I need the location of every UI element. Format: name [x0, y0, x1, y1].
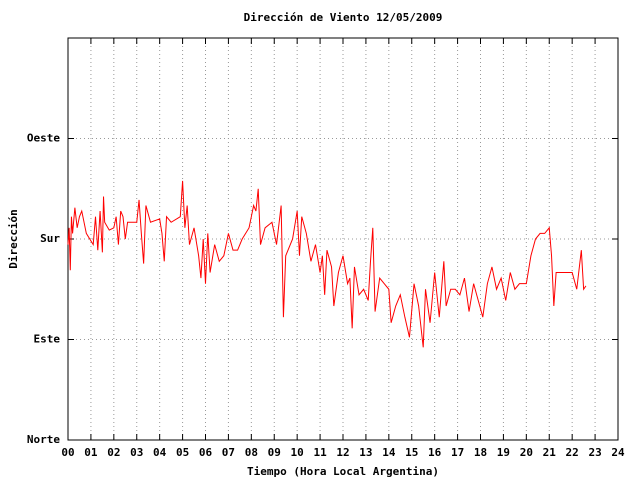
x-tick-label: 16: [428, 446, 442, 459]
x-tick-label: 11: [313, 446, 327, 459]
x-tick-label: 02: [107, 446, 120, 459]
x-tick-label: 03: [130, 446, 143, 459]
x-tick-label: 05: [176, 446, 189, 459]
x-tick-label: 08: [245, 446, 258, 459]
x-tick-label: 18: [474, 446, 487, 459]
x-tick-label: 06: [199, 446, 213, 459]
x-tick-label: 12: [336, 446, 349, 459]
y-tick-label: Este: [34, 333, 61, 346]
x-tick-label: 04: [153, 446, 167, 459]
x-tick-label: 17: [451, 446, 464, 459]
x-tick-label: 10: [291, 446, 304, 459]
x-tick-label: 22: [566, 446, 579, 459]
x-tick-label: 01: [84, 446, 98, 459]
y-tick-label: Sur: [40, 232, 60, 245]
data-line: [67, 180, 587, 348]
x-tick-label: 24: [611, 446, 625, 459]
y-tick-label: Norte: [27, 433, 60, 446]
x-tick-label: 23: [588, 446, 601, 459]
x-tick-label: 13: [359, 446, 372, 459]
x-tick-label: 20: [520, 446, 533, 459]
x-tick-label: 07: [222, 446, 235, 459]
x-tick-label: 09: [268, 446, 281, 459]
x-axis-label: Tiempo (Hora Local Argentina): [247, 465, 439, 478]
x-tick-label: 14: [382, 446, 396, 459]
y-axis-label: Dirección: [7, 209, 20, 269]
x-tick-label: 15: [405, 446, 418, 459]
y-tick-label: Oeste: [27, 132, 60, 145]
x-tick-label: 19: [497, 446, 510, 459]
x-tick-label: 21: [543, 446, 557, 459]
x-tick-label: 00: [61, 446, 74, 459]
chart-title: Dirección de Viento 12/05/2009: [244, 11, 443, 24]
